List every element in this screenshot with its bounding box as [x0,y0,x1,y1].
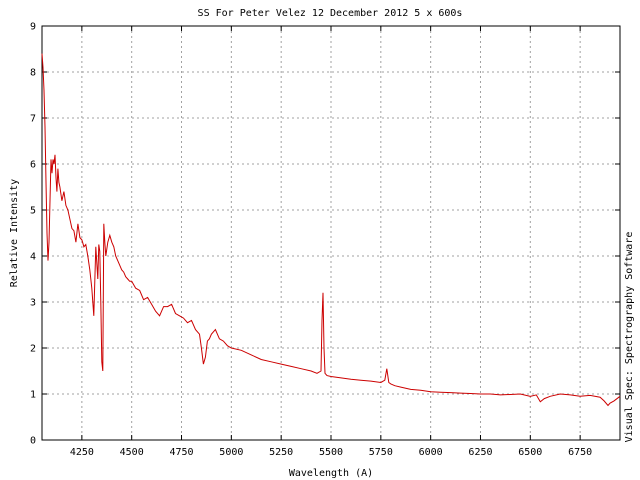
y-tick-label: 9 [30,22,36,33]
x-tick-label: 4500 [120,447,144,458]
y-tick-label: 5 [30,206,36,217]
grid [42,26,620,440]
x-tick-label: 6500 [518,447,542,458]
y-tick-label: 8 [30,68,36,79]
x-tick-label: 5500 [319,447,343,458]
y-axis: 0 1 2 3 4 5 6 7 8 9 [30,22,620,447]
x-tick-label: 4250 [70,447,94,458]
y-tick-label: 4 [30,252,36,263]
spectrum-line [41,53,621,407]
software-side-label: Visual Spec: Spectrography Software [624,232,635,443]
y-tick-label: 1 [30,390,36,401]
x-axis: 4250 4500 4750 5000 5250 5500 5750 6000 6250 6500… [70,26,592,458]
x-tick-label: 4750 [169,447,193,458]
chart-title: SS For Peter Velez 12 December 2012 5 x … [198,8,463,19]
y-tick-label: 0 [30,436,36,447]
x-tick-label: 6250 [468,447,492,458]
y-tick-label: 2 [30,344,36,355]
x-tick-label: 5250 [269,447,293,458]
x-tick-label: 6750 [568,447,592,458]
y-axis-label: Relative Intensity [9,179,20,287]
x-tick-label: 5750 [369,447,393,458]
x-tick-label: 6000 [419,447,443,458]
x-axis-label: Wavelength (A) [289,468,373,479]
y-tick-label: 3 [30,298,36,309]
x-tick-label: 5000 [219,447,243,458]
y-tick-label: 7 [30,114,36,125]
y-tick-label: 6 [30,160,36,171]
